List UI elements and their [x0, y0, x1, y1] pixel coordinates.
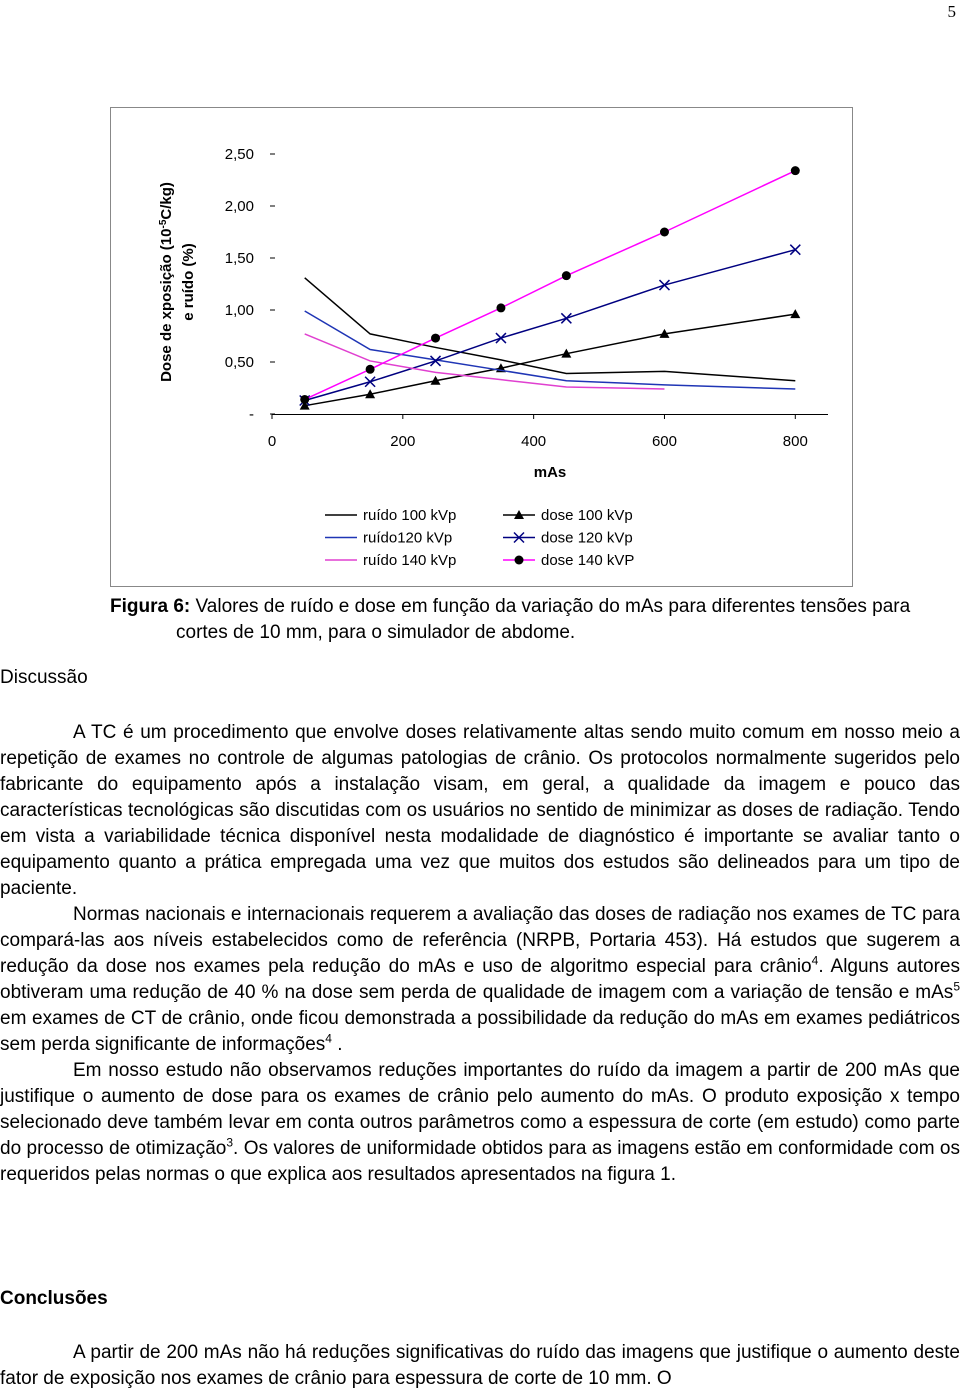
x-tick-label: 200 — [390, 433, 415, 450]
y-axis-label: Dose de xposição (10-5C/kg) — [158, 182, 176, 382]
text-run: . Alguns autores obtiveram uma redução d… — [0, 956, 960, 1003]
chart: - 0,50 1,00 1,50 2,00 2,50 0 200 400 600 800 mAs Dos… — [110, 107, 853, 587]
paragraph: A partir de 200 mAs não há reduções sign… — [0, 1340, 960, 1392]
marker — [364, 376, 376, 388]
marker — [789, 244, 801, 256]
y-tick-label: 2,50 — [225, 146, 254, 163]
legend-label: dose 140 kVP — [541, 552, 634, 569]
marker — [299, 400, 310, 410]
marker — [365, 364, 375, 374]
marker — [496, 303, 506, 313]
marker — [513, 531, 525, 544]
text-run: . — [331, 1034, 343, 1055]
caption-text: Valores de ruído e dose em função da var… — [176, 596, 911, 643]
section-body: A partir de 200 mAs não há reduções sign… — [0, 1340, 960, 1392]
section-heading: Conclusões — [0, 1288, 108, 1309]
plot: - 0,50 1,00 1,50 2,00 2,50 0 200 400 600 800 mAs Dos… — [158, 146, 828, 569]
legend-item: dose 140 kVP — [503, 552, 634, 569]
legend-label: ruído 100 kVp — [363, 507, 456, 524]
y-axis-label-part: Dose de xposição (10 — [158, 229, 175, 382]
section-body: A TC é um procedimento que envolve doses… — [0, 720, 960, 1188]
y-tick-label: 1,00 — [225, 302, 254, 319]
y-tick-label: 2,00 — [225, 198, 254, 215]
legend-label: dose 120 kVp — [541, 530, 633, 547]
text-run: A partir de 200 mAs não há reduções sign… — [0, 1342, 960, 1389]
marker — [561, 271, 571, 281]
y-tick-label: - — [249, 406, 254, 423]
marker — [431, 333, 441, 343]
marker — [430, 375, 441, 385]
marker — [560, 312, 572, 324]
text-run: A TC é um procedimento que envolve doses… — [0, 722, 960, 899]
text-run: em exames de CT de crânio, onde ficou de… — [0, 1008, 960, 1055]
y-axis-label-part: -5 — [158, 219, 169, 228]
x-axis-label: mAs — [534, 464, 567, 481]
marker — [429, 355, 442, 367]
marker — [514, 555, 524, 565]
text-run: . Os valores de uniformidade obtidos par… — [0, 1138, 960, 1185]
marker — [300, 394, 310, 404]
paragraph: Normas nacionais e internacionais requer… — [0, 902, 960, 1058]
text-run: Em nosso estudo não observamos reduções … — [0, 1060, 960, 1159]
marker — [659, 227, 669, 237]
superscript: 4 — [811, 953, 819, 968]
legend-label: dose 100 kVp — [541, 507, 633, 524]
y-tick-label: 0,50 — [225, 354, 254, 371]
chart-frame — [110, 107, 853, 587]
text-run: Normas nacionais e internacionais requer… — [0, 904, 960, 977]
y-axis-label-part: C/kg) — [158, 182, 175, 220]
paragraph: A TC é um procedimento que envolve doses… — [0, 720, 960, 902]
marker — [790, 166, 800, 176]
series-line — [304, 277, 796, 382]
figure-caption: Figura 6: Valores de ruído e dose em fun… — [110, 594, 940, 646]
marker — [561, 348, 572, 358]
series-line — [304, 313, 796, 407]
x-tick-label: 0 — [268, 433, 276, 450]
marker — [658, 279, 671, 291]
marker — [514, 510, 524, 519]
legend-item: dose 120 kVp — [503, 530, 633, 547]
legend-label: ruído120 kVp — [363, 530, 452, 547]
caption-label: Figura 6: — [110, 596, 191, 617]
superscript: 5 — [953, 979, 960, 994]
x-tick-label: 600 — [652, 433, 677, 450]
marker — [659, 328, 670, 338]
x-tick-label: 800 — [783, 433, 808, 450]
legend-label: ruído 140 kVp — [363, 552, 456, 569]
legend-item: ruído 100 kVp — [325, 507, 456, 524]
marker — [365, 389, 376, 399]
series-line — [304, 333, 665, 390]
y-axis-label: e ruído (%) — [180, 243, 197, 321]
section-heading: Discussão — [0, 667, 88, 688]
superscript: 4 — [325, 1031, 332, 1046]
marker — [790, 309, 801, 319]
series-line — [304, 310, 796, 390]
legend-item: dose 100 kVp — [503, 507, 633, 524]
x-tick-label: 400 — [521, 433, 546, 450]
legend-item: ruído 140 kVp — [325, 552, 456, 569]
marker — [495, 332, 507, 344]
paragraph: Em nosso estudo não observamos reduções … — [0, 1058, 960, 1188]
series-line — [304, 169, 796, 401]
y-tick-label: 1,50 — [225, 250, 254, 267]
superscript: 3 — [226, 1135, 234, 1150]
legend-item: ruído120 kVp — [325, 530, 452, 547]
page-number: 5 — [947, 2, 957, 21]
